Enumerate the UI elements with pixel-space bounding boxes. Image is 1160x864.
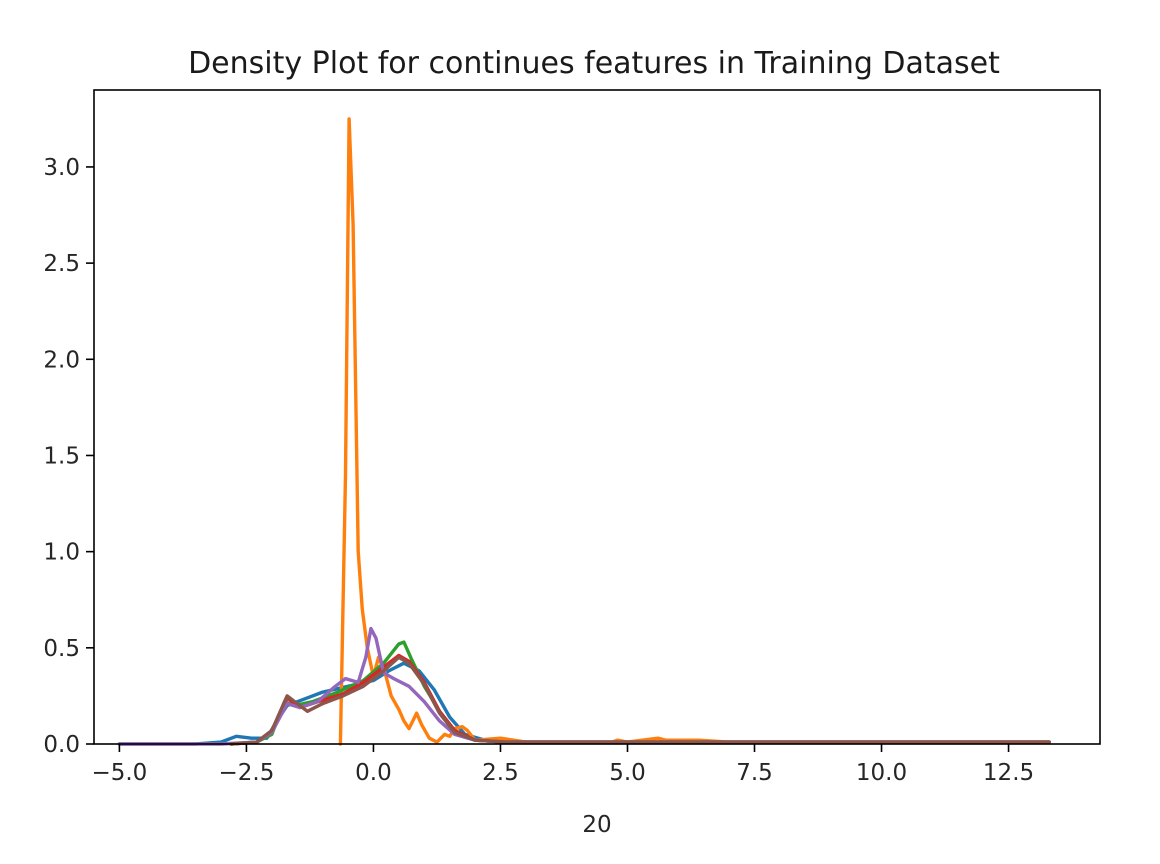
series-line-1 xyxy=(117,661,1051,746)
x-tick-label: −2.5 xyxy=(218,760,274,786)
y-tick-label: 3.0 xyxy=(43,155,80,181)
y-tick-label: 0.5 xyxy=(43,636,80,662)
x-tick-label: 12.5 xyxy=(983,760,1034,786)
series-line-4 xyxy=(229,653,1051,746)
x-tick-label: −5.0 xyxy=(91,760,147,786)
y-tick-label: 1.0 xyxy=(43,540,80,566)
x-tick-label: 2.5 xyxy=(482,760,519,786)
x-tick-label: 0.0 xyxy=(355,760,392,786)
series-line-2 xyxy=(338,117,1051,746)
series-line-6 xyxy=(229,655,1051,746)
x-tick-label: 5.0 xyxy=(609,760,646,786)
series-layer xyxy=(117,117,1051,746)
y-axis: 0.0 0.5 1.0 1.5 2.0 2.5 3.0 xyxy=(43,155,94,758)
y-tick-label: 0.0 xyxy=(43,732,80,758)
y-tick-label: 2.0 xyxy=(43,347,80,373)
y-tick-label: 2.5 xyxy=(43,251,80,277)
x-axis-title: 20 xyxy=(582,812,611,838)
x-tick-label: 10.0 xyxy=(856,760,907,786)
chart-title: Density Plot for continues features in T… xyxy=(188,46,1000,81)
plot-frame xyxy=(93,89,1101,745)
series-line-5 xyxy=(117,626,1051,746)
series-line-3 xyxy=(229,640,1051,746)
x-tick-label: 7.5 xyxy=(736,760,773,786)
y-tick-label: 1.5 xyxy=(43,443,80,469)
x-axis: −5.0 −2.5 0.0 2.5 5.0 7.5 10.0 12.5 xyxy=(91,744,1034,786)
